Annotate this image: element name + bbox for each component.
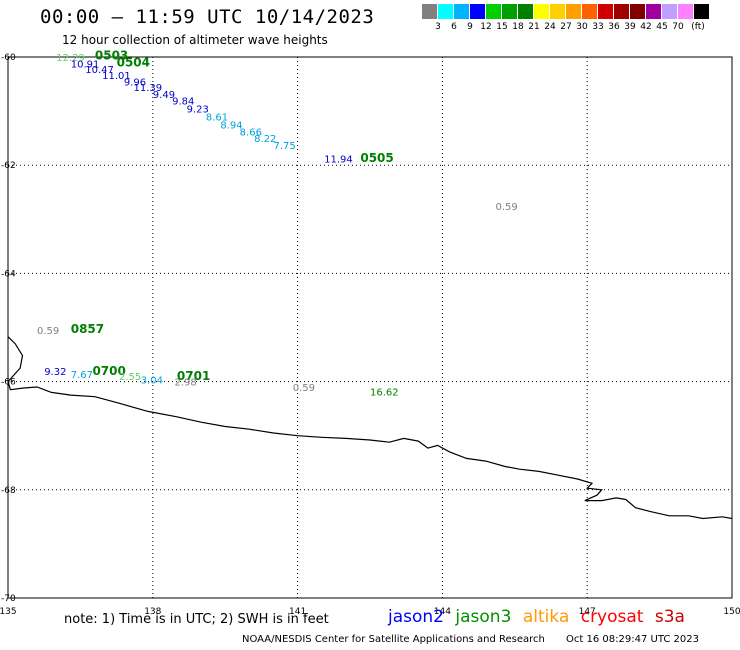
- wave-height-label: 9.49: [153, 90, 175, 101]
- wave-height-label: 0.59: [495, 202, 517, 213]
- pass-time-label: 0505: [360, 151, 393, 165]
- colorbar-cell: [454, 4, 470, 19]
- colorbar-label: 39: [624, 22, 636, 32]
- colorbar-label: 70: [672, 22, 684, 32]
- colorbar-label: 33: [592, 22, 604, 32]
- wave-height-label: 2.98: [175, 378, 197, 389]
- colorbar-cell: [582, 4, 598, 19]
- colorbar-label: 42: [640, 22, 652, 32]
- wave-height-label: 8.66: [240, 128, 262, 139]
- wave-height-label: 10.91: [71, 59, 100, 70]
- wave-height-label: 12.29: [56, 53, 85, 64]
- map-frame: [7, 56, 733, 599]
- longitude-tick-label: 141: [289, 607, 306, 617]
- wave-height-label: 0.59: [37, 326, 59, 337]
- map-title: 00:00 – 11:59 UTC 10/14/2023: [40, 6, 375, 28]
- longitude-tick-label: 150: [723, 607, 740, 617]
- longitude-tick-label: 135: [0, 607, 17, 617]
- colorbar-cell: [422, 4, 438, 19]
- latitude-tick-label: -68: [1, 486, 16, 496]
- colorbar-cell: [662, 4, 678, 19]
- wave-height-label: 10.47: [85, 65, 114, 76]
- note-text: note: 1) Time is in UTC; 2) SWH is in fe…: [64, 612, 329, 627]
- latitude-tick-label: -60: [1, 53, 16, 63]
- wave-height-label: 2.55: [119, 372, 141, 383]
- wave-height-label: 16.62: [370, 387, 399, 398]
- pass-time-label: 0504: [117, 55, 150, 69]
- latitude-tick-label: -64: [1, 269, 16, 279]
- wave-height-label: 7.67: [71, 370, 93, 381]
- wave-height-label: 11.01: [102, 71, 131, 82]
- colorbar-label: 18: [512, 22, 524, 32]
- latitude-tick-label: -70: [1, 594, 16, 604]
- pass-time-label: 0857: [71, 322, 104, 336]
- legend-jason2: jason2: [388, 607, 444, 627]
- wave-height-label: 8.61: [206, 113, 228, 124]
- colorbar-label: 27: [560, 22, 572, 32]
- colorbar-label: 12: [480, 22, 492, 32]
- legend-altika: altika: [522, 607, 570, 627]
- footer: NOAA/NESDIS Center for Satellite Applica…: [242, 634, 699, 645]
- footer-agency: NOAA/NESDIS Center for Satellite Applica…: [242, 634, 545, 645]
- colorbar-label: 3: [435, 22, 441, 32]
- satellite-legend: jason2 jason3 altika cryosat s3a: [388, 607, 691, 627]
- wave-height-label: 9.96: [124, 77, 146, 88]
- colorbar-cell: [598, 4, 614, 19]
- wave-height-label: 8.22: [254, 134, 276, 145]
- latitude-tick-label: -62: [1, 161, 16, 171]
- antarctic-coastline: [7, 336, 733, 520]
- pass-time-label: 0503: [95, 48, 128, 62]
- colorbar-cell: [646, 4, 662, 19]
- colorbar-cell: [566, 4, 582, 19]
- wave-height-label: 0.59: [293, 383, 315, 394]
- wave-height-label: 9.84: [172, 96, 194, 107]
- footer-date: Oct 16 08:29:47 UTC 2023: [566, 634, 699, 645]
- wave-height-label: 9.23: [187, 104, 209, 115]
- colorbar-label: 36: [608, 22, 620, 32]
- map-subtitle: 12 hour collection of altimeter wave hei…: [62, 33, 328, 47]
- pass-time-label: 0701: [177, 369, 210, 383]
- colorbar-cell: [470, 4, 486, 19]
- colorbar-label: 24: [544, 22, 556, 32]
- colorbar-cell: [630, 4, 646, 19]
- wave-height-label: 11.39: [133, 83, 162, 94]
- colorbar-label: 9: [467, 22, 473, 32]
- pass-time-label: 0700: [92, 364, 125, 378]
- wave-height-label: 11.94: [324, 155, 353, 166]
- colorbar-cell: [502, 4, 518, 19]
- wave-height-label: 3.04: [141, 375, 163, 386]
- colorbar-label: 6: [451, 22, 457, 32]
- colorbar-unit: (ft): [691, 22, 705, 32]
- colorbar-cell: [486, 4, 502, 19]
- wave-height-label: 8.94: [220, 121, 242, 132]
- colorbar-cell: [534, 4, 550, 19]
- wave-height-label: 7.75: [273, 141, 295, 152]
- colorbar-cell: [694, 4, 710, 19]
- legend-s3a: s3a: [654, 607, 685, 627]
- legend-jason3: jason3: [455, 607, 512, 627]
- colorbar-cell: [438, 4, 454, 19]
- colorbar-cell: [518, 4, 534, 19]
- colorbar-label: 45: [656, 22, 668, 32]
- longitude-tick-label: 147: [579, 607, 596, 617]
- colorbar-label: 15: [496, 22, 508, 32]
- colorbar-label: 21: [528, 22, 540, 32]
- colorbar-label: 30: [576, 22, 588, 32]
- longitude-tick-label: 144: [434, 607, 451, 617]
- colorbar-cell: [550, 4, 566, 19]
- wave-height-label: 9.32: [44, 367, 66, 378]
- colorbar-cell: [614, 4, 630, 19]
- legend-cryosat: cryosat: [580, 607, 644, 627]
- longitude-tick-label: 138: [144, 607, 161, 617]
- colorbar-cell: [678, 4, 694, 19]
